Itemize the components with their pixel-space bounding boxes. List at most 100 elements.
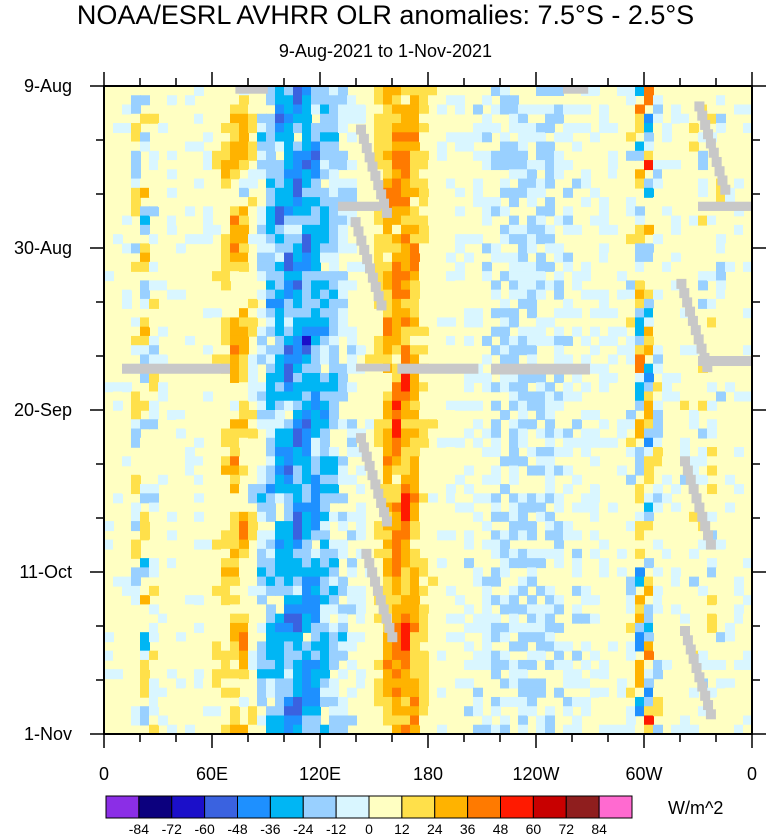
anomaly-cell xyxy=(644,576,654,587)
anomaly-cell xyxy=(131,456,141,467)
anomaly-cell xyxy=(131,502,141,513)
anomaly-cell xyxy=(563,187,573,198)
anomaly-cell xyxy=(572,724,582,734)
anomaly-cell xyxy=(446,178,456,189)
anomaly-cell xyxy=(581,502,591,513)
anomaly-cell xyxy=(365,215,375,226)
anomaly-cell xyxy=(113,576,123,587)
anomaly-cell xyxy=(320,428,330,439)
anomaly-cell xyxy=(644,502,654,513)
anomaly-cell xyxy=(311,724,321,734)
anomaly-cell xyxy=(518,289,528,300)
anomaly-cell xyxy=(491,567,501,578)
anomaly-cell xyxy=(230,354,240,365)
anomaly-cell xyxy=(509,585,519,596)
anomaly-cell xyxy=(275,724,285,734)
anomaly-cell xyxy=(536,641,546,652)
anomaly-cell xyxy=(491,548,501,559)
anomaly-cell xyxy=(455,502,465,513)
anomaly-cell xyxy=(374,659,384,670)
anomaly-cell xyxy=(275,558,285,569)
anomaly-cell xyxy=(464,308,474,319)
anomaly-cell xyxy=(248,585,258,596)
anomaly-cell xyxy=(302,132,312,143)
anomaly-cell xyxy=(662,456,672,467)
anomaly-cell xyxy=(266,659,276,670)
anomaly-cell xyxy=(266,169,276,180)
anomaly-cell xyxy=(149,317,159,328)
x-tick-label: 0 xyxy=(99,764,109,784)
anomaly-cell xyxy=(104,113,114,124)
anomaly-cell xyxy=(167,410,177,420)
anomaly-cell xyxy=(410,521,420,532)
anomaly-cell xyxy=(284,585,294,596)
anomaly-cell xyxy=(401,317,411,328)
anomaly-cell xyxy=(491,382,501,393)
anomaly-cell xyxy=(140,530,150,541)
anomaly-cell xyxy=(338,521,348,532)
anomaly-cell xyxy=(212,622,222,633)
anomaly-cell xyxy=(293,178,303,189)
anomaly-cell xyxy=(626,715,636,726)
anomaly-cell xyxy=(635,641,645,652)
anomaly-cell xyxy=(230,169,240,180)
anomaly-cell xyxy=(734,224,744,235)
anomaly-cell xyxy=(140,678,150,689)
anomaly-cell xyxy=(500,187,510,198)
anomaly-cell xyxy=(284,474,294,485)
anomaly-cell xyxy=(401,419,411,430)
anomaly-cell xyxy=(203,234,213,245)
anomaly-cell xyxy=(131,169,141,180)
anomaly-cell xyxy=(680,391,690,402)
anomaly-cell xyxy=(329,567,339,578)
anomaly-cell xyxy=(545,382,555,393)
anomaly-cell xyxy=(383,382,393,393)
anomaly-cell xyxy=(482,715,492,726)
anomaly-cell xyxy=(401,169,411,180)
anomaly-cell xyxy=(293,539,303,550)
anomaly-cell xyxy=(509,419,519,430)
anomaly-cell xyxy=(347,382,357,393)
anomaly-cell xyxy=(392,641,402,652)
anomaly-cell xyxy=(230,715,240,726)
anomaly-cell xyxy=(149,335,159,346)
anomaly-cell xyxy=(221,234,231,245)
anomaly-cell xyxy=(509,271,519,282)
anomaly-cell xyxy=(410,678,420,689)
missing-data-patch xyxy=(711,156,722,167)
missing-data-patch xyxy=(367,272,378,283)
anomaly-cell xyxy=(536,511,546,522)
anomaly-cell xyxy=(284,169,294,180)
colorbar-swatch xyxy=(269,795,304,819)
anomaly-cell xyxy=(401,372,411,383)
anomaly-cell xyxy=(311,696,321,707)
anomaly-cell xyxy=(599,335,609,346)
anomaly-cell xyxy=(140,335,150,346)
anomaly-cell xyxy=(374,613,384,624)
anomaly-cell xyxy=(536,391,546,402)
anomaly-cell xyxy=(338,215,348,226)
anomaly-cell xyxy=(599,474,609,485)
anomaly-cell xyxy=(554,622,564,633)
anomaly-cell xyxy=(734,650,744,661)
anomaly-cell xyxy=(239,567,249,578)
anomaly-cell xyxy=(419,604,429,615)
anomaly-cell xyxy=(185,641,195,652)
anomaly-cell xyxy=(518,410,528,420)
anomaly-cell xyxy=(491,696,501,707)
anomaly-cell xyxy=(248,104,258,115)
anomaly-cell xyxy=(734,410,744,420)
anomaly-cell xyxy=(653,289,663,300)
anomaly-cell xyxy=(266,539,276,550)
anomaly-cell xyxy=(212,169,222,180)
anomaly-cell xyxy=(482,132,492,143)
anomaly-cell xyxy=(626,706,636,717)
anomaly-cell xyxy=(185,659,195,670)
anomaly-cell xyxy=(176,641,186,652)
anomaly-cell xyxy=(482,243,492,254)
anomaly-cell xyxy=(275,224,285,235)
anomaly-cell xyxy=(446,650,456,661)
anomaly-cell xyxy=(212,641,222,652)
anomaly-cell xyxy=(671,576,681,587)
anomaly-cell xyxy=(707,382,717,393)
